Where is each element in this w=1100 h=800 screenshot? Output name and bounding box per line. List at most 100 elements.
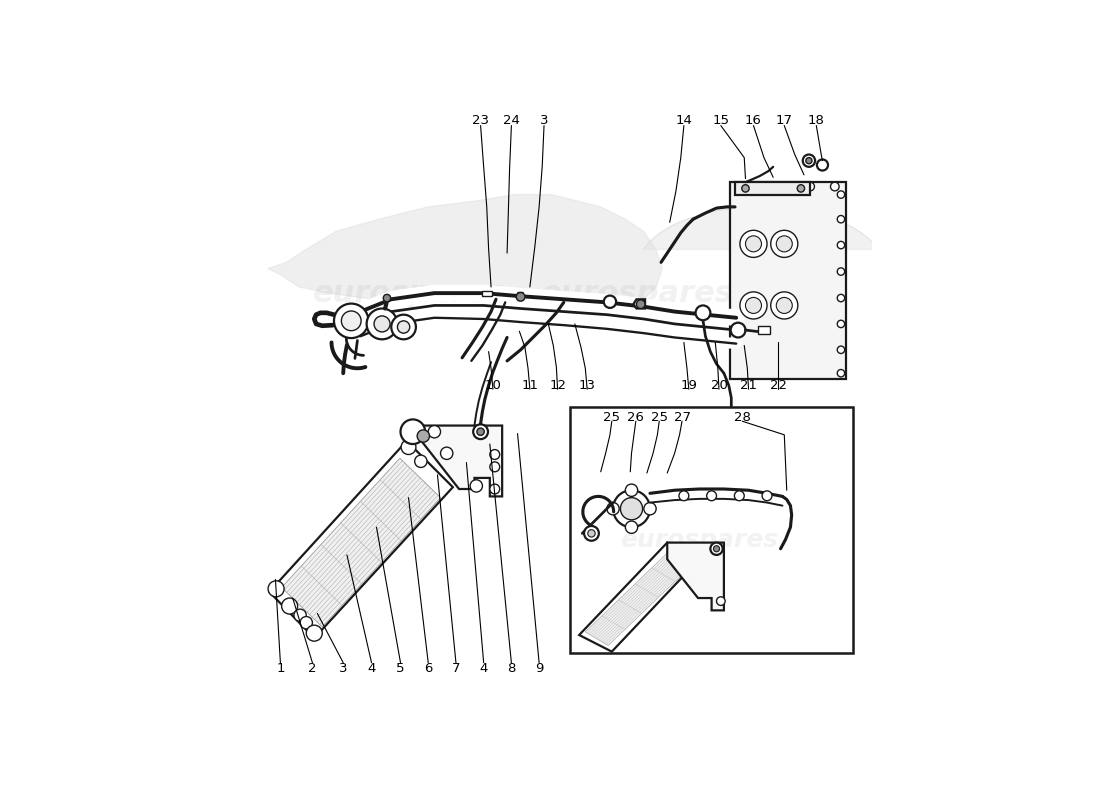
Polygon shape (735, 182, 810, 194)
Text: eurospares: eurospares (541, 278, 734, 308)
Circle shape (490, 462, 499, 472)
Text: 27: 27 (673, 411, 691, 424)
Circle shape (746, 236, 761, 252)
Circle shape (837, 191, 845, 198)
Circle shape (366, 309, 397, 339)
Text: 1: 1 (276, 662, 285, 675)
Text: 5: 5 (396, 662, 405, 675)
Circle shape (771, 292, 797, 319)
Text: 13: 13 (579, 379, 596, 392)
Text: 28: 28 (734, 411, 751, 424)
Polygon shape (585, 552, 692, 646)
Text: eurospares: eurospares (314, 278, 506, 308)
Circle shape (714, 546, 719, 552)
Polygon shape (282, 458, 440, 627)
Polygon shape (483, 291, 493, 295)
Text: 19: 19 (681, 379, 697, 392)
Text: 17: 17 (776, 114, 793, 127)
Circle shape (735, 182, 744, 191)
Bar (570, 407, 854, 654)
Circle shape (428, 426, 440, 438)
Text: 8: 8 (507, 662, 516, 675)
Circle shape (625, 521, 638, 534)
Circle shape (817, 159, 828, 170)
Circle shape (604, 295, 616, 308)
Polygon shape (730, 182, 846, 379)
Circle shape (470, 480, 483, 492)
Circle shape (837, 294, 845, 302)
Circle shape (798, 185, 804, 192)
Circle shape (402, 440, 416, 454)
Text: 15: 15 (713, 114, 729, 127)
Polygon shape (416, 426, 502, 496)
Circle shape (392, 314, 416, 339)
Text: 3: 3 (339, 662, 348, 675)
Polygon shape (516, 293, 524, 301)
Circle shape (740, 230, 767, 258)
Circle shape (777, 236, 792, 252)
Circle shape (830, 182, 839, 191)
Circle shape (300, 617, 312, 629)
Circle shape (777, 298, 792, 314)
Circle shape (837, 370, 845, 377)
Text: eurospares: eurospares (620, 527, 779, 551)
Text: 25: 25 (603, 411, 620, 424)
Circle shape (730, 322, 746, 338)
Circle shape (341, 311, 361, 330)
Circle shape (706, 491, 716, 501)
Circle shape (306, 625, 322, 641)
Text: 11: 11 (521, 379, 538, 392)
Circle shape (625, 484, 638, 496)
Circle shape (740, 292, 767, 319)
Circle shape (294, 609, 306, 622)
Circle shape (837, 268, 845, 275)
Circle shape (613, 490, 650, 527)
Text: 7: 7 (452, 662, 460, 675)
Circle shape (415, 455, 427, 467)
Text: 3: 3 (540, 114, 548, 127)
Circle shape (644, 502, 656, 515)
Circle shape (735, 491, 745, 501)
Circle shape (417, 430, 429, 442)
Circle shape (806, 182, 814, 191)
Circle shape (762, 491, 772, 501)
Text: 25: 25 (651, 411, 668, 424)
Text: 18: 18 (807, 114, 825, 127)
Text: 26: 26 (627, 411, 645, 424)
Circle shape (837, 346, 845, 354)
Polygon shape (579, 542, 700, 652)
Polygon shape (758, 326, 770, 334)
Text: 14: 14 (675, 114, 692, 127)
Text: 6: 6 (424, 662, 432, 675)
Circle shape (620, 498, 642, 520)
Polygon shape (268, 194, 662, 306)
Circle shape (440, 447, 453, 459)
Text: 21: 21 (740, 379, 757, 392)
Circle shape (837, 215, 845, 223)
Circle shape (587, 530, 595, 537)
Circle shape (837, 320, 845, 328)
Circle shape (757, 182, 766, 191)
Circle shape (334, 303, 368, 338)
Circle shape (374, 316, 390, 332)
Circle shape (584, 526, 598, 541)
Text: 9: 9 (535, 662, 543, 675)
Text: 12: 12 (549, 379, 566, 392)
Polygon shape (668, 542, 724, 610)
Circle shape (282, 598, 298, 614)
Polygon shape (634, 299, 645, 309)
Text: 24: 24 (503, 114, 520, 127)
Circle shape (837, 242, 845, 249)
Text: 4: 4 (367, 662, 376, 675)
Circle shape (780, 182, 789, 191)
Circle shape (741, 185, 749, 192)
Text: 23: 23 (472, 114, 490, 127)
Circle shape (490, 450, 499, 459)
Circle shape (695, 306, 711, 320)
Circle shape (268, 581, 284, 597)
Circle shape (806, 158, 812, 164)
Circle shape (607, 502, 619, 515)
Circle shape (711, 542, 723, 555)
Text: 2: 2 (308, 662, 317, 675)
Text: 4: 4 (480, 662, 488, 675)
